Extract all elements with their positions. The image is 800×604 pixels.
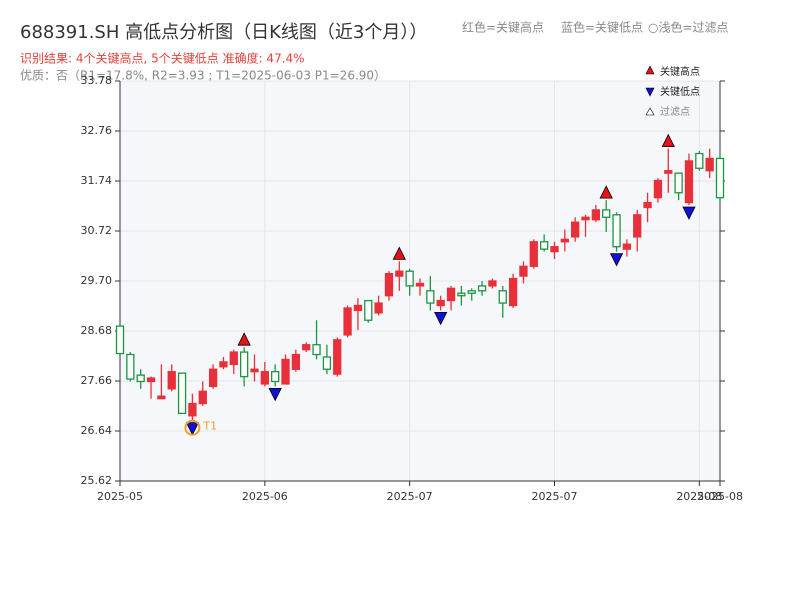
candle-body <box>695 152 704 169</box>
legend-label: 关键低点 <box>660 85 700 98</box>
x-tick-label: 2025-05 <box>97 490 143 503</box>
key-low-marker <box>434 312 448 326</box>
candle-body <box>602 209 611 218</box>
candle-body <box>653 179 663 199</box>
candle-body <box>322 356 332 370</box>
legend-label: 过滤点 <box>660 105 690 118</box>
key-high-marker <box>392 246 406 260</box>
key-high-marker <box>599 185 613 199</box>
x-tick-label: 2025-08 <box>676 490 722 503</box>
key-low-marker <box>268 387 282 402</box>
legend-label: 关键高点 <box>660 65 700 78</box>
candle-body <box>457 292 466 297</box>
candle-body <box>395 270 404 277</box>
candle-body <box>550 246 559 253</box>
candle-body <box>415 282 425 287</box>
key-high-marker <box>661 133 675 148</box>
candle-body <box>560 238 569 243</box>
candle-body <box>250 368 259 373</box>
candle-body <box>581 216 590 221</box>
y-tick-label: 33.78 <box>81 74 113 87</box>
candle-body <box>405 270 414 287</box>
key-low-marker <box>682 206 696 220</box>
candle-body <box>198 390 207 405</box>
candle-body <box>333 339 342 375</box>
key-high-marker <box>237 332 251 346</box>
candle-body <box>571 221 580 238</box>
candle-body <box>208 368 218 388</box>
candle-body <box>374 302 383 314</box>
y-tick-label: 27.66 <box>81 374 113 387</box>
annotation-circle <box>184 419 201 436</box>
candle-body <box>477 285 487 292</box>
candle-body <box>643 201 652 209</box>
candle-body <box>343 307 352 336</box>
candle-body <box>229 351 238 365</box>
key-low-marker <box>185 422 200 436</box>
x-tick-label: 2025-07 <box>387 490 433 503</box>
y-tick-label: 30.72 <box>81 224 113 237</box>
candle-body <box>446 287 456 302</box>
candle-body <box>364 299 373 321</box>
candle-body <box>529 241 538 267</box>
candle-body <box>353 304 363 312</box>
chart-title: 688391.SH 高低点分析图（日K线图（近3个月）） <box>20 22 427 43</box>
x-tick-label: 2025-08 <box>697 490 743 503</box>
candle-body <box>426 290 435 304</box>
legend-marker <box>645 65 655 75</box>
candle-body <box>146 377 156 383</box>
x-tick-label: 2025-07 <box>531 490 577 503</box>
candle-body <box>167 371 176 390</box>
key-low-marker <box>609 253 624 267</box>
candle-body <box>705 157 714 172</box>
y-tick-label: 25.62 <box>81 474 113 487</box>
candle-body <box>664 170 673 174</box>
legend-marker <box>645 107 655 116</box>
candle-body <box>684 160 694 204</box>
candle-body <box>488 280 497 287</box>
candle-body <box>177 372 187 415</box>
candle-body <box>136 374 145 383</box>
candle-body <box>498 290 507 304</box>
candle-body <box>622 243 632 250</box>
legend-marker <box>645 87 655 97</box>
y-tick-label: 32.76 <box>81 124 113 137</box>
candle-body <box>239 351 249 378</box>
candle-body <box>591 209 601 221</box>
y-tick-label: 31.74 <box>81 174 113 187</box>
y-tick-label: 29.70 <box>81 274 113 287</box>
candle-body <box>281 358 290 385</box>
x-tick-label: 2025-06 <box>242 490 288 503</box>
candle-body <box>219 361 228 368</box>
candle-body <box>633 214 642 238</box>
candle-body <box>126 353 135 380</box>
candle-body <box>157 395 166 400</box>
result-text: 识别结果: 4个关键高点, 5个关键低点 准确度: 47.4% <box>20 51 305 66</box>
y-tick-label: 28.68 <box>81 324 113 337</box>
candle-body <box>715 157 725 199</box>
candle-body <box>271 371 280 383</box>
y-tick-label: 26.64 <box>81 424 113 437</box>
candle-body <box>188 402 197 417</box>
header-note: ○浅色=过滤点 <box>648 21 729 35</box>
candle-body <box>467 290 476 294</box>
candle-body <box>260 371 269 385</box>
candle-body <box>115 325 125 355</box>
candle-body <box>302 344 311 351</box>
candle-body <box>384 272 394 297</box>
candle-body <box>436 299 445 307</box>
candle-body <box>539 241 549 250</box>
candle-body <box>312 344 321 356</box>
header-note: 红色=关键高点 <box>462 20 544 35</box>
candle-body <box>519 265 528 277</box>
candle-body <box>612 214 621 248</box>
header-note: 蓝色=关键低点 <box>561 21 643 35</box>
candle-body <box>291 353 301 370</box>
candle-body <box>508 277 518 307</box>
candle-body <box>674 172 683 194</box>
annotation-label: T1 <box>202 420 217 433</box>
quality-text: 优质：否（R1=17.8%, R2=3.93 ; T1=2025-06-03 P… <box>20 69 386 83</box>
